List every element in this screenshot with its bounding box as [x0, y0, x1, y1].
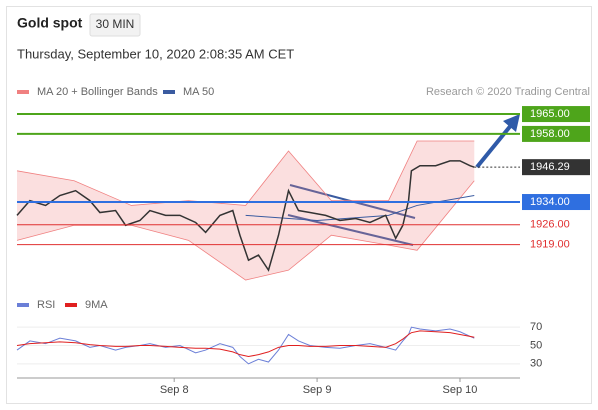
- y-tick-label: 70: [530, 321, 542, 333]
- level-label: 1919.00: [530, 239, 570, 251]
- band-lower: [16, 180, 475, 281]
- source: Research © 2020 Trading Central: [426, 86, 590, 98]
- level-label: 1934.00: [530, 196, 570, 208]
- forecast-arrow: [475, 122, 514, 169]
- arrow-head: [503, 114, 520, 132]
- legend-label: MA 20 + Bollinger Bands: [37, 86, 158, 98]
- bollinger-band: [17, 141, 475, 281]
- x-tick-label: Sep 9: [303, 384, 332, 396]
- level-label: 1958.00: [530, 128, 570, 140]
- x-tick-label: Sep 8: [160, 384, 189, 396]
- legend-swatch: [17, 303, 29, 307]
- level-box: [522, 159, 590, 176]
- title: Gold spot: [17, 15, 83, 31]
- level-box: [522, 194, 590, 211]
- rsi-line: [16, 326, 475, 365]
- level-label: 1926.00: [530, 219, 570, 231]
- legend-label: RSI: [37, 299, 55, 311]
- legend-swatch: [65, 303, 77, 307]
- legend-swatch: [163, 90, 175, 94]
- legend-label: 9MA: [85, 299, 108, 311]
- band-upper: [16, 140, 475, 206]
- legend-swatch: [17, 90, 29, 94]
- timeframe-box: [89, 13, 141, 37]
- level-label: 1946.29: [530, 161, 570, 173]
- y-tick-label: 50: [530, 339, 542, 351]
- price-line: [16, 160, 475, 272]
- timeframe: 30 MIN: [96, 17, 135, 31]
- rsi-line: [16, 330, 475, 358]
- y-tick-label: 30: [530, 358, 542, 370]
- frame: [6, 6, 592, 404]
- level-box: [522, 125, 590, 142]
- datetime: Thursday, September 10, 2020 2:08:35 AM …: [17, 46, 294, 61]
- level-label: 1965.00: [530, 108, 570, 120]
- level-box: [522, 106, 590, 123]
- legend-label: MA 50: [183, 86, 214, 98]
- x-tick-label: Sep 10: [443, 384, 478, 396]
